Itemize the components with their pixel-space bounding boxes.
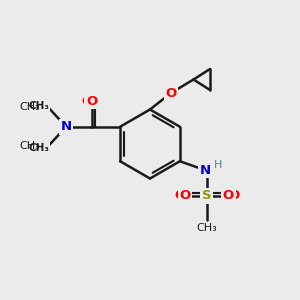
Text: O: O <box>228 189 239 202</box>
Text: N: N <box>61 120 72 133</box>
Text: S: S <box>202 189 212 202</box>
Text: N: N <box>61 120 72 133</box>
Text: N: N <box>200 164 211 177</box>
Text: O: O <box>174 189 185 202</box>
Text: O: O <box>165 86 177 100</box>
Text: CH₃: CH₃ <box>28 101 49 111</box>
Text: N: N <box>201 164 212 177</box>
Text: CH₃: CH₃ <box>19 141 40 151</box>
Text: H: H <box>214 160 222 170</box>
Text: CH₃: CH₃ <box>196 223 217 233</box>
Text: S: S <box>202 189 212 202</box>
Text: O: O <box>82 95 93 108</box>
Text: CH₃: CH₃ <box>28 143 49 153</box>
Text: O: O <box>86 95 97 108</box>
Text: CH₃: CH₃ <box>19 102 40 112</box>
Text: O: O <box>223 189 234 202</box>
Text: O: O <box>180 189 191 202</box>
Text: O: O <box>165 86 177 100</box>
